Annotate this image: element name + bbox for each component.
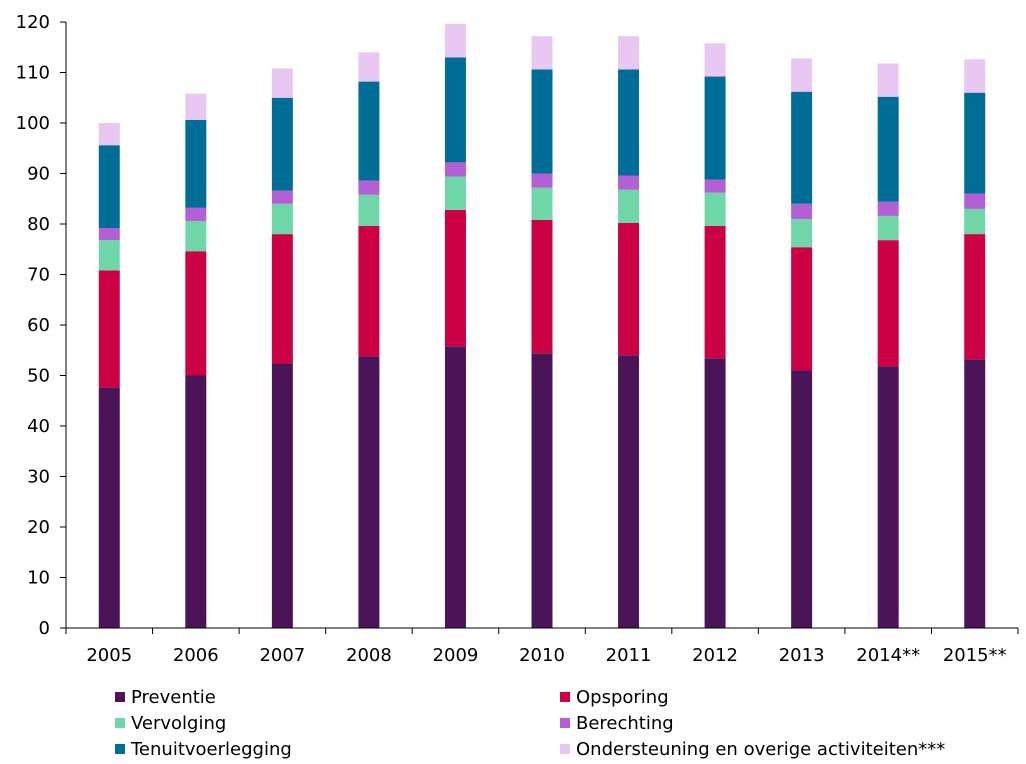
x-tick-label: 2006 — [173, 645, 219, 666]
y-tick-label: 70 — [27, 265, 50, 286]
bar-segment-tenuitvoerlegging-2007 — [271, 97, 293, 191]
bar-segment-vervolging-2007 — [271, 203, 293, 235]
bar-segment-preventie-2014 — [877, 366, 899, 628]
bar-segment-opsporing-2008 — [358, 226, 380, 357]
bar-segment-berechting-2008 — [358, 180, 380, 195]
bar-segment-tenuitvoerlegging-2014 — [877, 96, 899, 202]
bar-segment-opsporing-2014 — [877, 240, 899, 367]
bar-segment-tenuitvoerlegging-2009 — [444, 57, 466, 163]
bar-segment-ondersteuning-en-overige-activiteiten-2008 — [358, 52, 380, 82]
bar-segment-ondersteuning-en-overige-activiteiten-2011 — [618, 36, 640, 70]
bar-segment-preventie-2012 — [704, 358, 726, 628]
y-tick-labels: 0 10 20 30 40 50 60 70 80 90 100 110 120 — [16, 12, 50, 639]
bar-segment-opsporing-2005 — [98, 270, 120, 388]
bar-segment-berechting-2014 — [877, 201, 899, 216]
bar-segment-berechting-2013 — [791, 203, 813, 219]
bar-segment-tenuitvoerlegging-2010 — [531, 69, 553, 174]
y-tick-label: 60 — [27, 315, 50, 336]
bar-segment-vervolging-2013 — [791, 218, 813, 248]
bar-segment-preventie-2006 — [185, 375, 207, 628]
y-tick-label: 100 — [16, 113, 50, 134]
bar-segment-tenuitvoerlegging-2012 — [704, 76, 726, 180]
bar-segment-berechting-2012 — [704, 179, 726, 193]
bar-segment-preventie-2013 — [791, 370, 813, 628]
bar-segment-opsporing-2007 — [271, 234, 293, 364]
bar-segment-tenuitvoerlegging-2011 — [618, 69, 640, 176]
bar-segment-ondersteuning-en-overige-activiteiten-2013 — [791, 58, 813, 92]
x-tick-label: 2008 — [346, 645, 392, 666]
x-tick-label: 2011 — [606, 645, 652, 666]
x-tick-label: 2005 — [86, 645, 132, 666]
bar-segment-vervolging-2015 — [964, 208, 986, 235]
bar-segment-ondersteuning-en-overige-activiteiten-2005 — [98, 123, 120, 146]
y-tick-label: 50 — [27, 366, 50, 387]
bar-segment-ondersteuning-en-overige-activiteiten-2014 — [877, 63, 899, 97]
x-tick-label: 2015** — [943, 645, 1007, 666]
bar-segment-opsporing-2006 — [185, 251, 207, 376]
bar-segment-berechting-2007 — [271, 190, 293, 204]
bar-segment-berechting-2010 — [531, 173, 553, 188]
bar-segment-ondersteuning-en-overige-activiteiten-2006 — [185, 93, 207, 120]
y-tick-label: 30 — [27, 467, 50, 488]
bar-segment-preventie-2005 — [98, 387, 120, 628]
bar-segment-preventie-2008 — [358, 356, 380, 628]
y-tick-label: 20 — [27, 517, 50, 538]
bar-segment-vervolging-2005 — [98, 240, 120, 271]
x-tick-labels: 2005 2006 2007 2008 2009 2010 2011 2012 2013 2014… — [86, 645, 1006, 666]
x-tick-label: 2012 — [692, 645, 738, 666]
bar-segment-tenuitvoerlegging-2015 — [964, 92, 986, 194]
y-tick-label: 40 — [27, 416, 50, 437]
bar-segment-ondersteuning-en-overige-activiteiten-2015 — [964, 59, 986, 93]
bar-segment-vervolging-2012 — [704, 192, 726, 227]
bar-segment-preventie-2010 — [531, 353, 553, 628]
bar-segment-opsporing-2015 — [964, 234, 986, 360]
bar-segment-ondersteuning-en-overige-activiteiten-2012 — [704, 43, 726, 77]
y-tick-label: 0 — [39, 618, 50, 639]
bar-segment-vervolging-2009 — [444, 176, 466, 210]
bar-segment-vervolging-2008 — [358, 194, 380, 227]
x-tick-label: 2010 — [519, 645, 565, 666]
bar-segment-tenuitvoerlegging-2005 — [98, 145, 120, 229]
bar-segment-berechting-2015 — [964, 193, 986, 209]
axes-group — [60, 21, 1019, 634]
bar-segment-preventie-2015 — [964, 359, 986, 628]
bar-segment-berechting-2011 — [618, 175, 640, 190]
y-tick-label: 10 — [27, 568, 50, 589]
y-tick-label: 80 — [27, 214, 50, 235]
bar-segment-tenuitvoerlegging-2013 — [791, 91, 813, 204]
bar-segment-ondersteuning-en-overige-activiteiten-2007 — [271, 68, 293, 98]
bar-segment-opsporing-2009 — [444, 209, 466, 347]
bar-segment-tenuitvoerlegging-2008 — [358, 81, 380, 181]
y-tick-label: 110 — [16, 63, 50, 84]
y-tick-label: 90 — [27, 164, 50, 185]
bar-segment-preventie-2007 — [271, 363, 293, 628]
bar-segment-opsporing-2011 — [618, 222, 640, 356]
bar-segment-opsporing-2010 — [531, 219, 553, 354]
bar-segment-berechting-2005 — [98, 228, 120, 241]
y-tick-label: 120 — [16, 12, 50, 33]
x-tick-label: 2013 — [779, 645, 825, 666]
bar-segment-preventie-2009 — [444, 346, 466, 628]
bar-segment-ondersteuning-en-overige-activiteiten-2010 — [531, 36, 553, 70]
bar-segment-opsporing-2013 — [791, 247, 813, 371]
bar-segment-opsporing-2012 — [704, 226, 726, 359]
bar-segment-berechting-2006 — [185, 207, 207, 221]
x-tick-label: 2009 — [433, 645, 479, 666]
x-tick-label: 2007 — [259, 645, 305, 666]
bar-segment-vervolging-2014 — [877, 215, 899, 241]
bar-segment-vervolging-2006 — [185, 220, 207, 252]
x-tick-label: 2014** — [856, 645, 920, 666]
bar-segment-tenuitvoerlegging-2006 — [185, 119, 207, 208]
bar-segment-berechting-2009 — [444, 162, 466, 177]
bars-group — [98, 24, 986, 628]
bar-segment-preventie-2011 — [618, 355, 640, 628]
bar-segment-vervolging-2011 — [618, 189, 640, 223]
bar-segment-vervolging-2010 — [531, 187, 553, 220]
bar-segment-ondersteuning-en-overige-activiteiten-2009 — [444, 24, 466, 58]
